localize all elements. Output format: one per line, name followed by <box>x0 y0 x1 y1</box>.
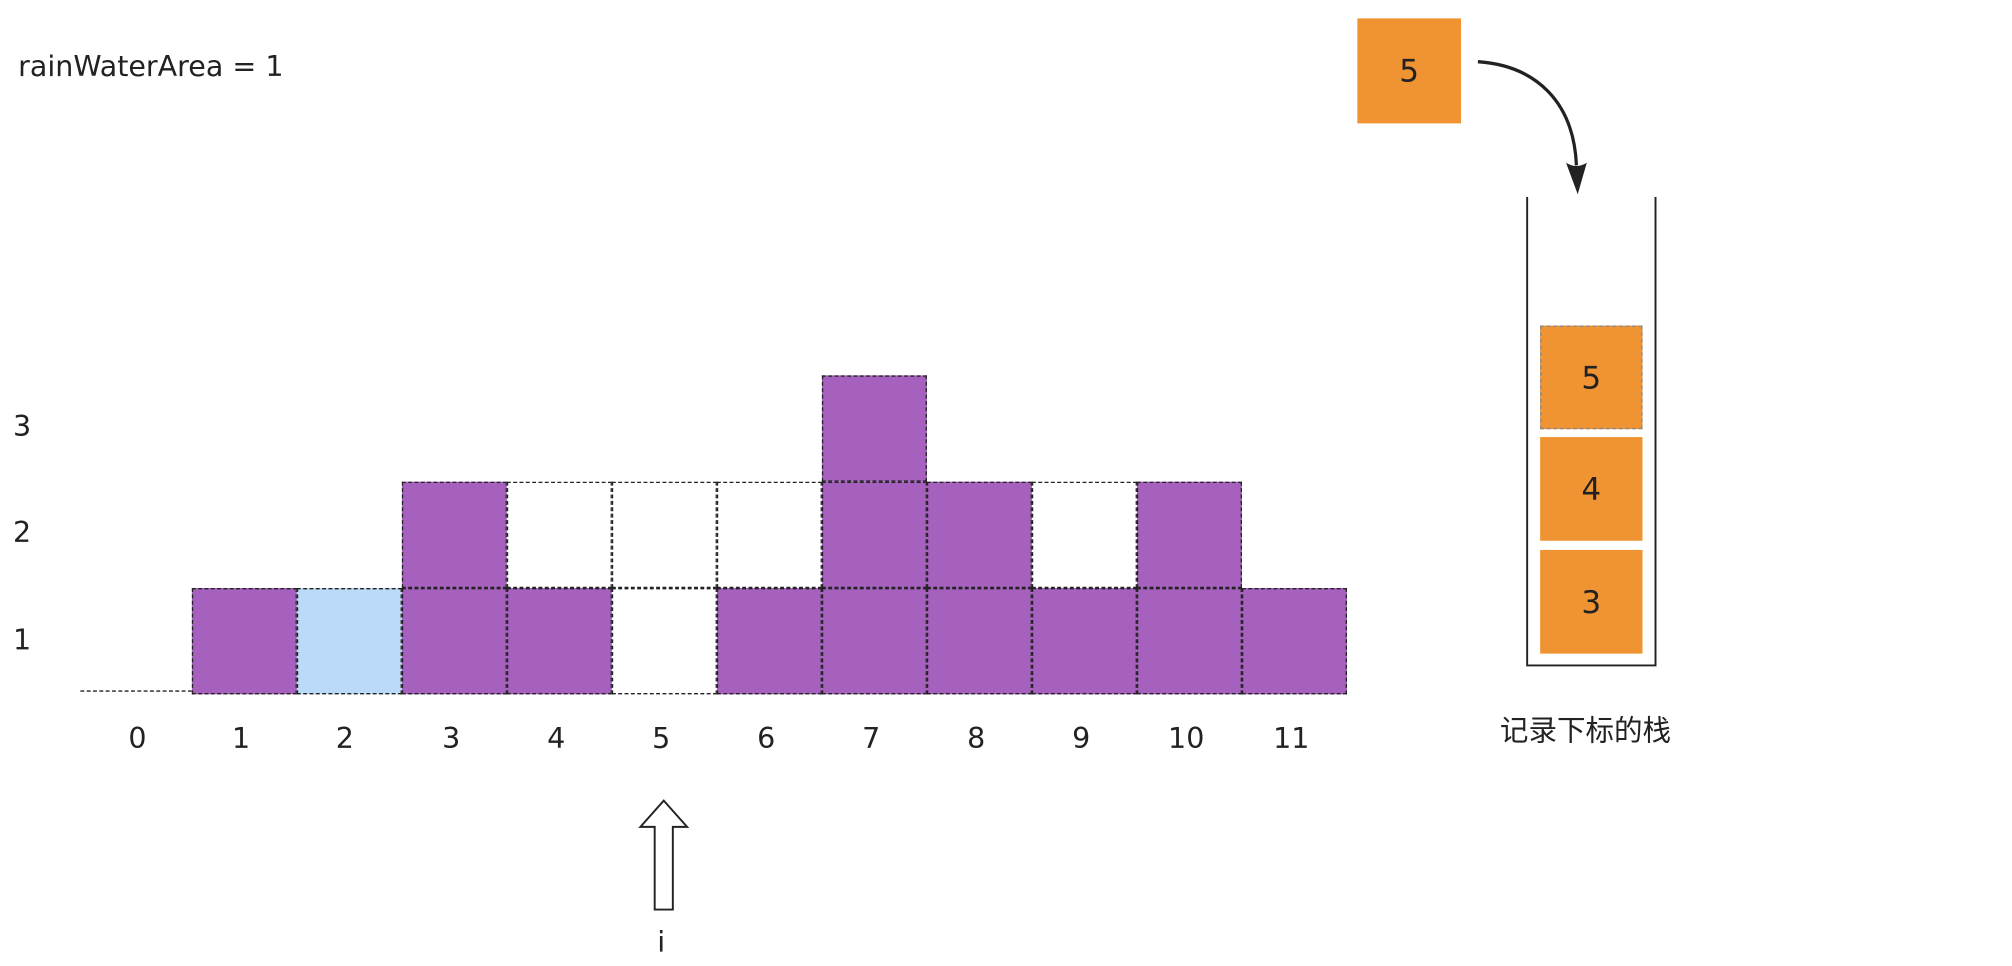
x-label-6: 6 <box>757 723 776 756</box>
bar-cell <box>1241 588 1347 695</box>
x-label-3: 3 <box>442 723 461 756</box>
baseline <box>80 690 192 692</box>
empty-cell <box>716 481 822 588</box>
bar-cell <box>506 588 612 695</box>
bar-cell <box>821 588 927 695</box>
x-label-1: 1 <box>232 723 251 756</box>
bar-cell <box>1136 481 1242 588</box>
x-label-7: 7 <box>862 723 881 756</box>
empty-cell <box>611 481 717 588</box>
x-label-8: 8 <box>967 723 986 756</box>
empty-cell <box>611 588 717 695</box>
stack-item-bottom: 3 <box>1540 549 1643 654</box>
stack-container <box>1526 196 1657 667</box>
y-label-2: 2 <box>12 517 32 550</box>
curved-arrow-icon <box>1477 60 1587 195</box>
rain-water-area-formula: rainWaterArea = 1 <box>18 51 284 84</box>
x-label-9: 9 <box>1072 723 1091 756</box>
bar-cell <box>1136 588 1242 695</box>
water-cell <box>296 588 402 695</box>
x-label-2: 2 <box>335 723 354 756</box>
bar-cell <box>716 588 822 695</box>
bar-cell <box>191 588 297 695</box>
bar-cell <box>821 375 927 482</box>
stack-item-top: 5 <box>1540 325 1643 430</box>
stack-caption: 记录下标的栈 <box>1499 715 1672 749</box>
incoming-index-box: 5 <box>1357 18 1462 124</box>
x-label-4: 4 <box>547 723 566 756</box>
empty-cell <box>1031 481 1137 588</box>
up-arrow-icon <box>638 799 690 911</box>
x-label-5: 5 <box>652 723 671 756</box>
bar-cell <box>926 588 1032 695</box>
bar-cell <box>926 481 1032 588</box>
y-label-1: 1 <box>12 624 32 658</box>
empty-cell <box>506 481 612 588</box>
x-label-0: 0 <box>128 723 147 756</box>
y-label-3: 3 <box>12 410 32 444</box>
bar-cell <box>401 588 507 695</box>
bar-cell <box>401 481 507 588</box>
bar-cell <box>1031 588 1137 695</box>
bar-cell <box>821 481 927 588</box>
pointer-label: i <box>657 926 666 960</box>
x-label-10: 10 <box>1168 723 1205 756</box>
stack-item: 4 <box>1540 437 1643 541</box>
x-label-11: 11 <box>1273 723 1310 756</box>
